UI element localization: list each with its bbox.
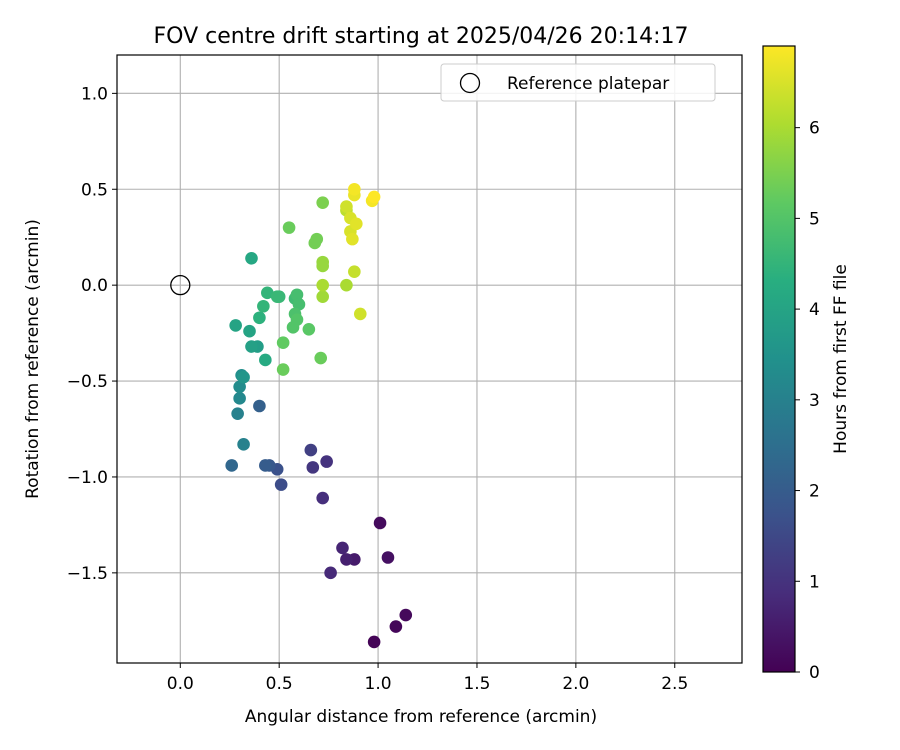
x-tick-label: 1.5 — [463, 674, 490, 694]
colorbar-ticks: 0 1 2 3 4 5 6 — [795, 119, 820, 683]
data-point — [373, 516, 387, 530]
colorbar-tick-label: 5 — [809, 209, 820, 229]
data-point — [314, 351, 328, 365]
data-point — [231, 407, 244, 420]
data-point — [320, 455, 333, 468]
data-point — [274, 478, 288, 491]
legend-box — [440, 63, 716, 102]
data-point — [233, 380, 246, 394]
legend-marker-open-circle — [459, 72, 481, 94]
data-point — [340, 200, 353, 213]
colorbar-gradient — [762, 45, 796, 673]
data-point — [276, 363, 290, 376]
colorbar-label: Hours from first FF file — [831, 264, 851, 454]
chart-title: FOV centre drift starting at 2025/04/26 … — [154, 24, 689, 49]
data-point — [367, 635, 381, 649]
colorbar-tick-label: 1 — [809, 572, 820, 592]
data-point — [286, 321, 300, 334]
data-point — [245, 340, 258, 353]
data-point — [276, 336, 290, 349]
data-point — [316, 196, 329, 209]
data-point — [257, 299, 270, 313]
data-point — [302, 322, 316, 336]
data-point — [292, 298, 306, 311]
data-point — [340, 278, 353, 292]
x-axis-ticks: 0.0 0.5 1.0 1.5 2.0 2.5 — [167, 663, 688, 694]
y-axis-ticks: 1.0 0.5 0.0 −0.5 −1.0 −1.5 — [67, 84, 117, 584]
data-point — [389, 620, 403, 633]
data-point — [316, 491, 329, 505]
x-tick-label: 1.0 — [365, 674, 392, 694]
data-point — [350, 217, 363, 231]
data-point — [243, 324, 256, 338]
data-point — [237, 370, 250, 384]
data-point — [399, 608, 413, 622]
y-tick-label: −1.5 — [67, 564, 108, 584]
data-point — [316, 259, 329, 273]
data-point — [259, 459, 272, 472]
colorbar-tick-label: 2 — [809, 482, 820, 502]
colorbar-tick-label: 6 — [809, 119, 820, 139]
y-tick-label: 1.0 — [81, 84, 108, 104]
data-point — [229, 319, 242, 332]
data-point — [346, 232, 359, 246]
data-point — [348, 182, 361, 196]
data-point — [340, 553, 353, 566]
reference-platepar-marker — [170, 275, 191, 296]
y-tick-label: 0.0 — [81, 276, 108, 296]
data-point — [233, 392, 246, 405]
y-tick-label: −0.5 — [67, 372, 108, 392]
colorbar-tick-label: 4 — [809, 300, 820, 320]
x-tick-label: 2.5 — [661, 674, 688, 694]
data-point — [282, 221, 296, 234]
data-point — [245, 252, 258, 265]
legend: Reference platepar — [440, 63, 716, 102]
data-point — [304, 443, 318, 457]
data-point — [253, 311, 266, 325]
data-point — [316, 290, 329, 303]
data-point — [324, 566, 337, 580]
data-point — [316, 278, 329, 292]
colorbar-tick-label: 3 — [809, 391, 820, 411]
legend-label-reference-platepar: Reference platepar — [507, 74, 669, 94]
data-point — [237, 438, 250, 451]
data-point — [348, 265, 361, 279]
plot-frame — [116, 54, 743, 664]
data-point — [270, 290, 284, 303]
data-point — [353, 307, 367, 321]
x-tick-label: 0.5 — [266, 674, 293, 694]
colorbar-tick-label: 0 — [809, 663, 820, 683]
data-point — [290, 288, 304, 302]
data-point — [310, 232, 324, 246]
x-tick-label: 0.0 — [167, 674, 194, 694]
data-point — [381, 551, 395, 564]
y-axis-label: Rotation from reference (arcmin) — [23, 219, 43, 499]
data-point — [306, 461, 320, 474]
grid-lines — [117, 55, 742, 663]
data-point — [261, 286, 274, 300]
y-tick-label: 0.5 — [81, 180, 108, 200]
data-point — [259, 353, 272, 367]
reference-marker-group — [170, 275, 191, 296]
y-tick-label: −1.0 — [67, 468, 108, 488]
colorbar: 0 1 2 3 4 5 6 Hours from first FF file — [762, 45, 851, 683]
data-point — [253, 399, 266, 413]
x-tick-label: 2.0 — [562, 674, 589, 694]
x-axis-label: Angular distance from reference (arcmin) — [245, 707, 597, 727]
data-point — [336, 541, 349, 555]
data-point — [225, 459, 239, 472]
data-points — [225, 182, 413, 649]
data-point — [367, 190, 381, 204]
